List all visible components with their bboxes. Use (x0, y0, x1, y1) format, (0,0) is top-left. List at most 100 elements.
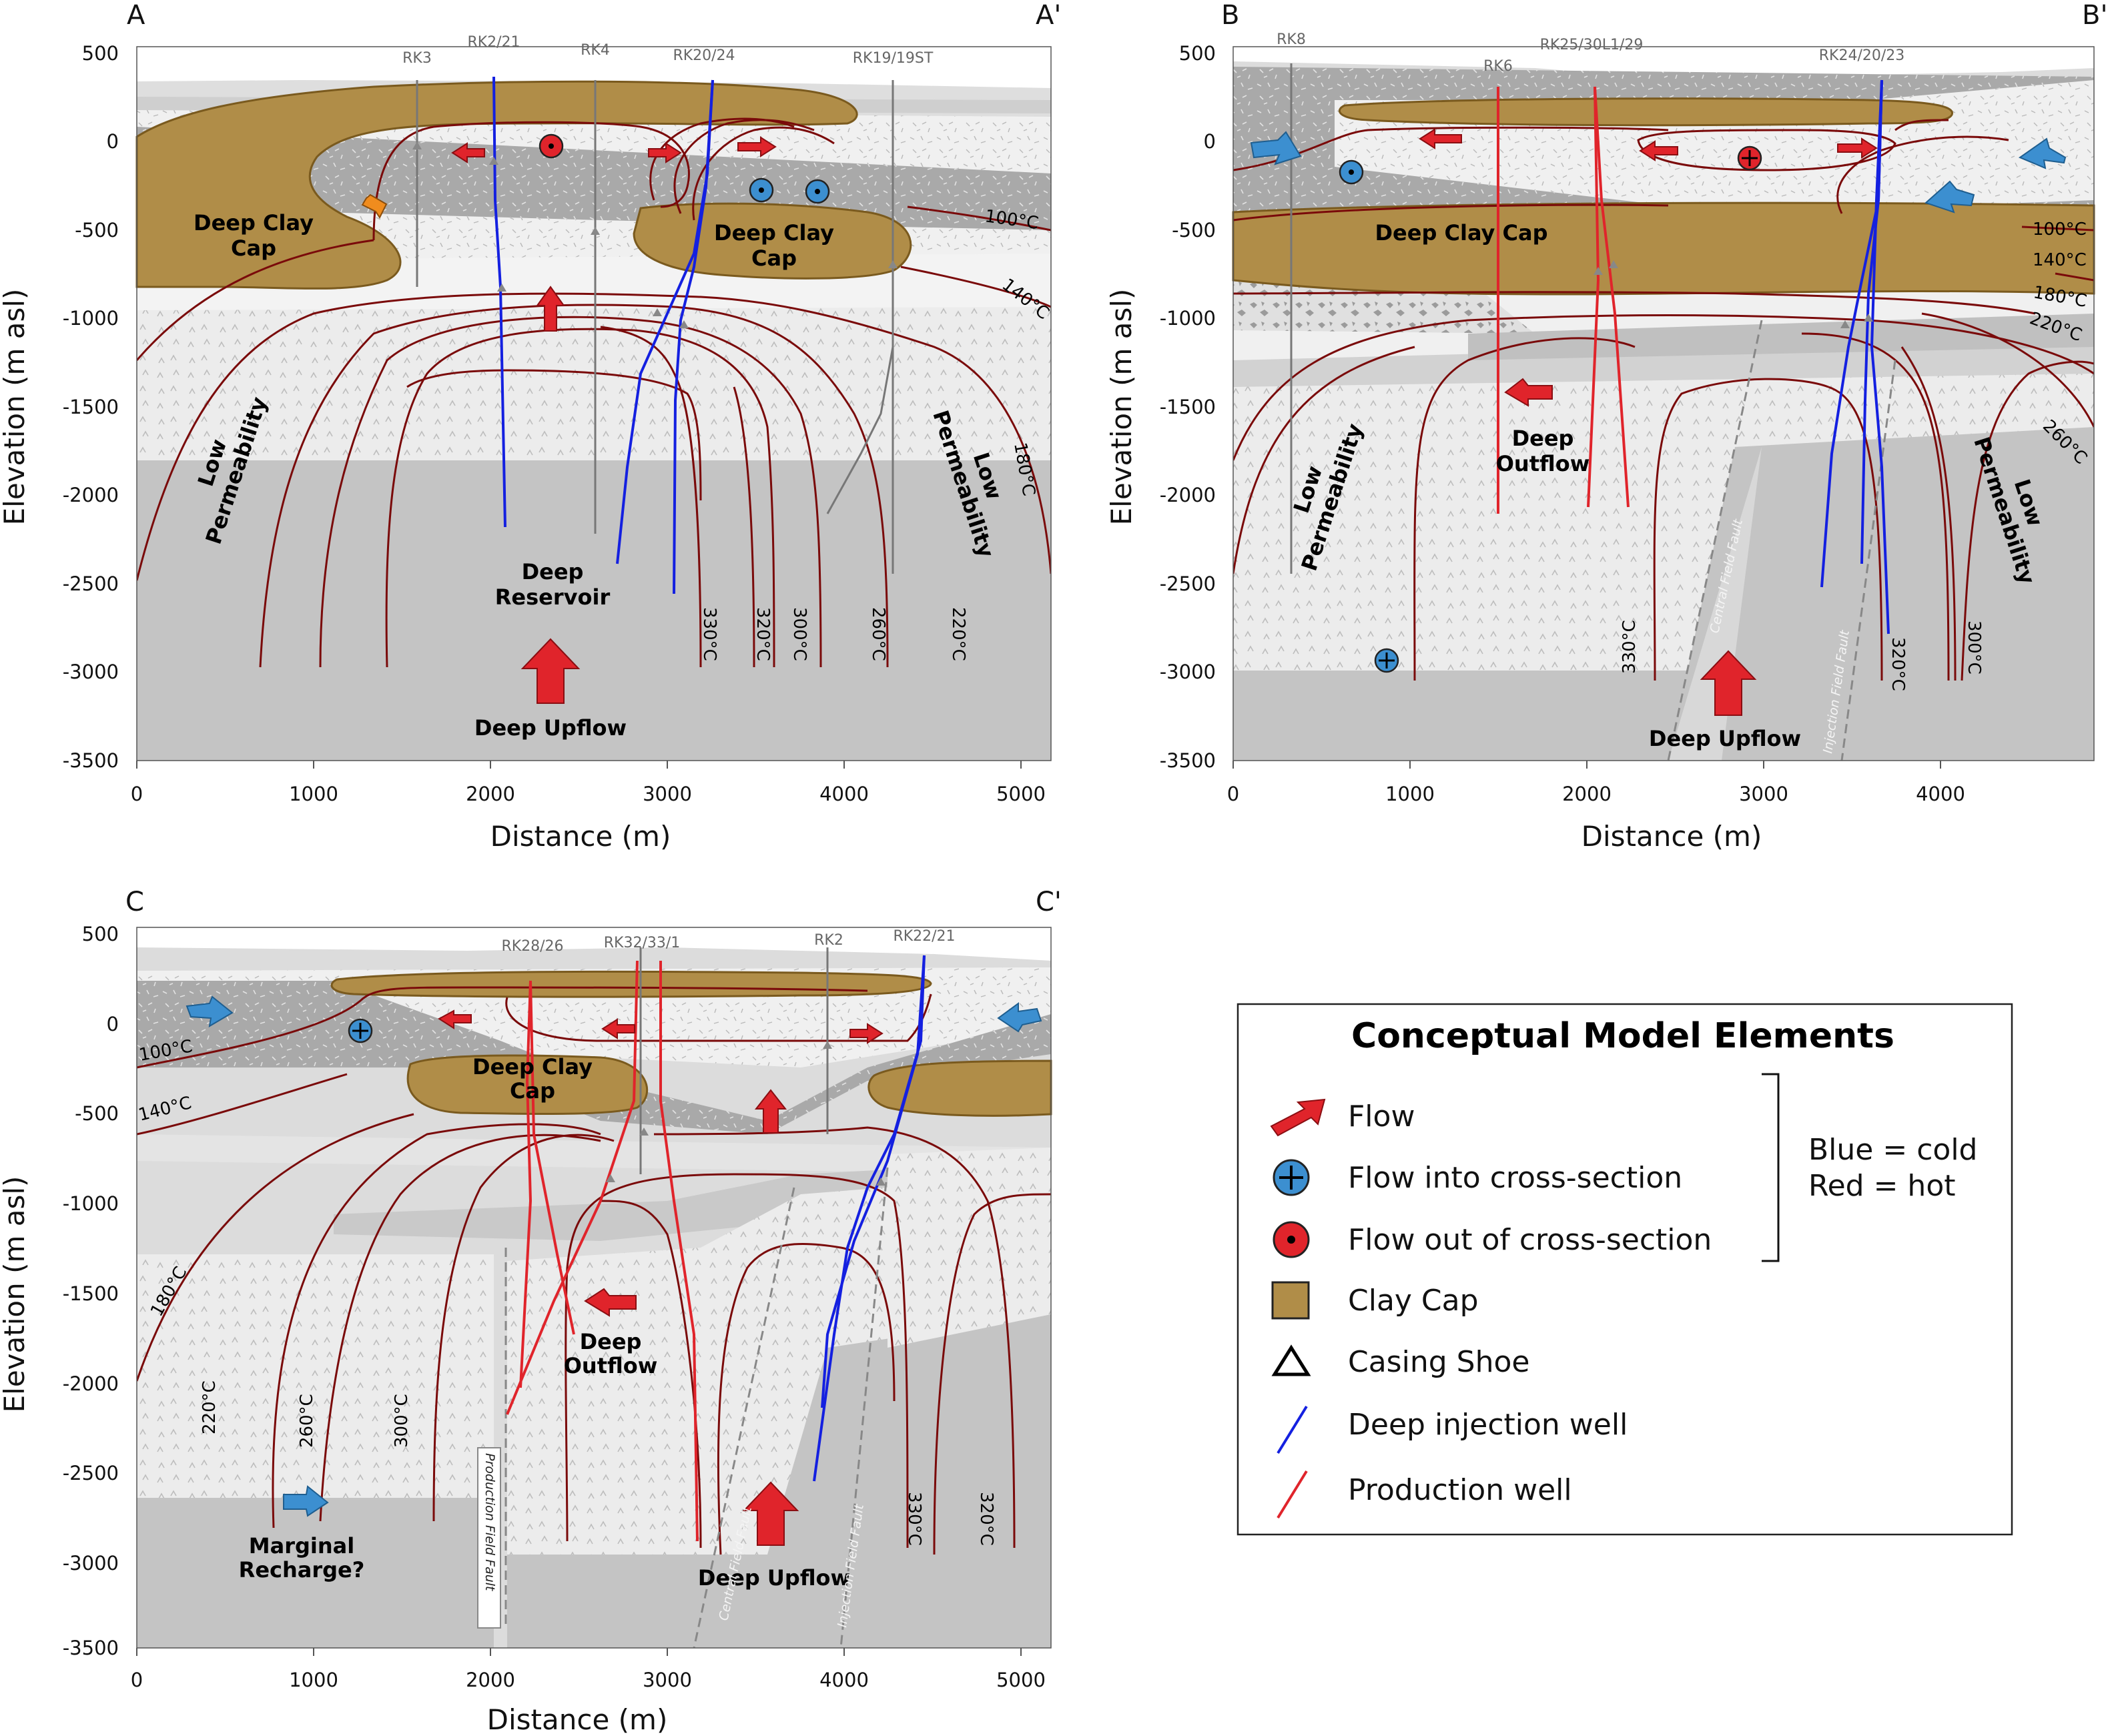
y-axis-label: Elevation (m asl) (0, 289, 31, 526)
x-tick-label: 1000 (1385, 783, 1435, 805)
recharge-label: Marginal (249, 1533, 354, 1559)
isotherm-label: 100°C (2033, 220, 2087, 240)
well-label: RK20/24 (673, 47, 735, 64)
y-tick-label: -2500 (63, 1462, 119, 1484)
panel-a-flow-arrows (361, 133, 830, 704)
isotherm-label: 140°C (2033, 250, 2087, 270)
clay-cap-label: Deep Clay (472, 1054, 593, 1079)
panel-b: 0 1000 2000 3000 4000 500 0 -500 -1000 -… (1105, 0, 2107, 853)
y-tick-label: -1500 (63, 396, 119, 418)
circle-dot-icon (749, 177, 774, 203)
well-label: RK2/21 (467, 34, 520, 51)
x-tick-label: 0 (131, 783, 143, 805)
circle-plus-icon (1737, 145, 1762, 171)
y-tick-label: -3000 (1160, 661, 1216, 683)
x-axis-label: Distance (m) (487, 1703, 668, 1736)
panel-a-geology (137, 47, 1051, 761)
well-label: RK8 (1277, 31, 1306, 48)
blue-arrow-icon (2018, 137, 2067, 169)
blue-arrow-icon (283, 1485, 329, 1517)
fault-label: Production Field Fault (482, 1453, 497, 1592)
red-arrow-icon (601, 1018, 635, 1039)
isotherm-label: 330°C (904, 1492, 924, 1546)
legend-item-label: Flow (1348, 1100, 1415, 1134)
well-label: RK4 (581, 42, 610, 59)
x-tick-label: 4000 (819, 783, 869, 805)
triangle-icon (1271, 1344, 1311, 1376)
x-tick-label: 0 (1227, 783, 1239, 805)
red-arrow-icon (584, 1288, 637, 1317)
y-tick-label: 500 (82, 923, 119, 945)
panel-c-wells (506, 947, 926, 1542)
section-label-left: A (127, 0, 145, 31)
panel-a: 0 1000 2000 3000 4000 5000 500 0 -500 -1… (0, 0, 1061, 853)
section-label-left: C (125, 887, 144, 917)
legend-title: Conceptual Model Elements (1351, 1016, 1894, 1056)
upflow-label: Deep Upflow (474, 715, 627, 741)
panel-c-geology (137, 927, 1051, 1648)
section-label-left: B (1221, 0, 1239, 31)
y-tick-label: -1500 (63, 1282, 119, 1305)
legend-item-label: Flow out of cross-section (1348, 1223, 1712, 1257)
clay-square-icon (1271, 1281, 1310, 1320)
blue-arrow-icon (997, 1002, 1042, 1033)
legend-item-label: Production well (1348, 1473, 1572, 1507)
y-axis-label: Elevation (m asl) (1105, 289, 1138, 526)
x-axis-label: Distance (m) (490, 820, 671, 853)
outflow-label: Deep (1512, 426, 1574, 451)
panel-c-isotherms (137, 986, 1051, 1555)
y-tick-label: -2000 (63, 484, 119, 506)
isotherm-label: 220°C (948, 607, 968, 661)
red-arrow-icon (737, 136, 777, 157)
y-tick-label: -3500 (1160, 749, 1216, 772)
panel-b-x-ticks (1233, 761, 1941, 769)
clay-cap-shallow (135, 80, 858, 290)
red-arrow-icon (438, 1009, 472, 1029)
isotherm-label: 320°C (1888, 637, 1908, 691)
y-tick-label: -2500 (1160, 572, 1216, 595)
reservoir-label: Reservoir (495, 584, 611, 610)
y-tick-label: -2000 (1160, 484, 1216, 506)
recharge-label: Recharge? (239, 1557, 365, 1583)
panel-c: 0 1000 2000 3000 4000 5000 500 0 -500 -1… (0, 887, 1062, 1736)
upflow-label: Deep Upflow (698, 1565, 850, 1591)
legend-bracket (1762, 1073, 1780, 1262)
legend-item-label: Clay Cap (1348, 1284, 1479, 1318)
y-tick-label: -2500 (63, 572, 119, 595)
red-arrow-icon (520, 638, 581, 704)
x-tick-label: 5000 (996, 1669, 1046, 1691)
circle-plus-icon (1374, 648, 1399, 673)
well-label: RK22/21 (893, 928, 955, 945)
clay-cap-label: Deep Clay (194, 210, 314, 236)
x-tick-label: 1000 (289, 1669, 338, 1691)
isotherm-label: 330°C (1620, 620, 1640, 674)
y-tick-label: -3500 (63, 749, 119, 772)
section-label-right: C' (1036, 887, 1062, 917)
clay-cap-label: Cap (510, 1078, 555, 1104)
y-tick-label: -1000 (63, 307, 119, 330)
clay-cap-right (867, 1059, 1052, 1117)
x-tick-label: 1000 (289, 783, 338, 805)
x-tick-label: 0 (131, 1669, 143, 1691)
y-tick-label: -1000 (63, 1192, 119, 1215)
clay-cap-shallow (1338, 97, 1953, 127)
y-tick-label: 0 (107, 1013, 119, 1035)
section-label-right: B' (2082, 0, 2107, 31)
panel-c-flow-arrows (186, 995, 1042, 1546)
isotherm-label: 320°C (753, 607, 773, 661)
isotherm-label: 220°C (200, 1380, 220, 1434)
well-label: RK19/19ST (853, 50, 934, 67)
panel-a-isotherms (137, 117, 1051, 668)
legend-box (1237, 1003, 2013, 1536)
panel-c-frame (136, 927, 1052, 1649)
blue-arrow-icon (1924, 180, 1975, 213)
well-label: RK24/20/23 (1819, 47, 1905, 64)
x-tick-label: 3000 (643, 1669, 692, 1691)
panel-c-x-ticks (136, 1648, 1022, 1656)
panel-b-faults (1667, 320, 1896, 761)
panel-a-wells (412, 76, 898, 594)
y-tick-label: -3000 (63, 661, 119, 683)
blue-arrow-icon (186, 995, 234, 1027)
y-tick-label: -3500 (63, 1637, 119, 1659)
